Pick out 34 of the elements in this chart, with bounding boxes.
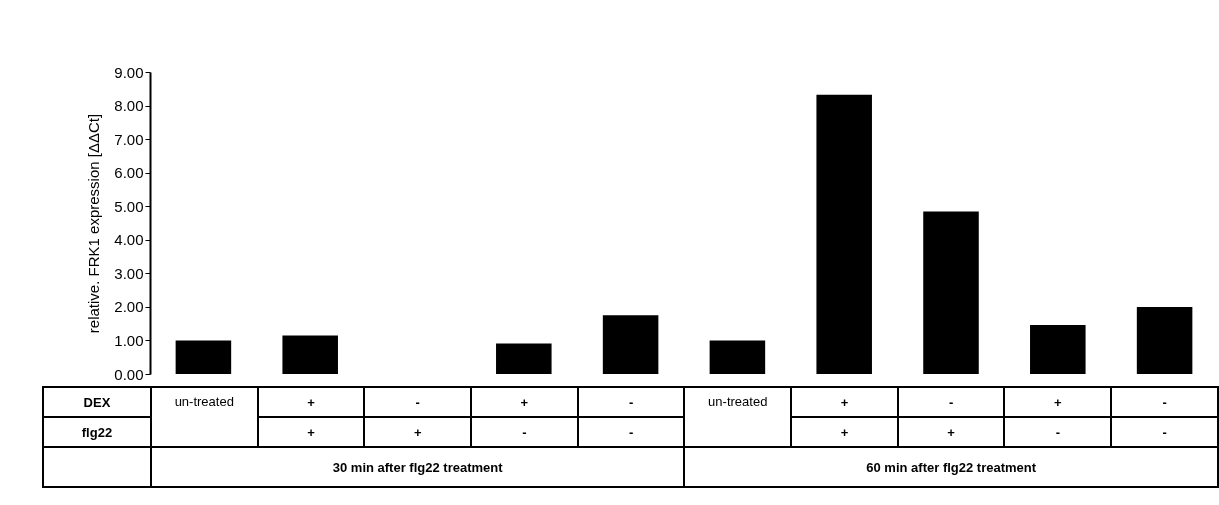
x-tick-label: - xyxy=(577,387,685,417)
text: DEX xyxy=(43,387,151,417)
bar xyxy=(1136,306,1193,374)
y-tick-label: 7.00 xyxy=(114,130,144,148)
bar xyxy=(709,340,766,374)
x-tick-label: + xyxy=(791,387,898,417)
text: flg22 xyxy=(43,417,151,447)
y-tick-label: 2.00 xyxy=(114,298,144,316)
text: 30 min after flg22 treatment xyxy=(150,447,685,487)
y-axis-title: relative. FRK1 expression [ΔΔCt] xyxy=(85,113,103,334)
y-tick-label: 3.00 xyxy=(114,264,144,282)
bar xyxy=(923,211,979,374)
bar xyxy=(282,335,338,374)
x-tick-label: + xyxy=(257,387,365,417)
y-tick-label: 5.00 xyxy=(114,197,144,215)
y-tick-label: 0.00 xyxy=(114,365,144,383)
text: 60 min after flg22 treatment xyxy=(684,447,1218,487)
y-tick-label: 9.00 xyxy=(114,63,144,81)
bar xyxy=(816,94,872,374)
bar xyxy=(175,340,232,374)
bar xyxy=(1030,325,1086,374)
bar xyxy=(496,343,552,374)
bar xyxy=(602,315,659,374)
x-tick-label: un-treated xyxy=(684,387,792,447)
x-tick-label: + xyxy=(471,387,578,417)
y-tick-label: 1.00 xyxy=(114,331,144,349)
y-tick-label: 8.00 xyxy=(114,97,144,115)
x-tick-label: + xyxy=(1004,387,1112,417)
x-tick-label: - xyxy=(1111,387,1218,417)
x-tick-label: un-treated xyxy=(150,387,258,447)
y-tick-label: 6.00 xyxy=(114,164,144,182)
y-tick-label: 4.00 xyxy=(114,231,144,249)
x-tick-label: - xyxy=(897,387,1005,417)
x-tick-label: - xyxy=(364,387,472,417)
